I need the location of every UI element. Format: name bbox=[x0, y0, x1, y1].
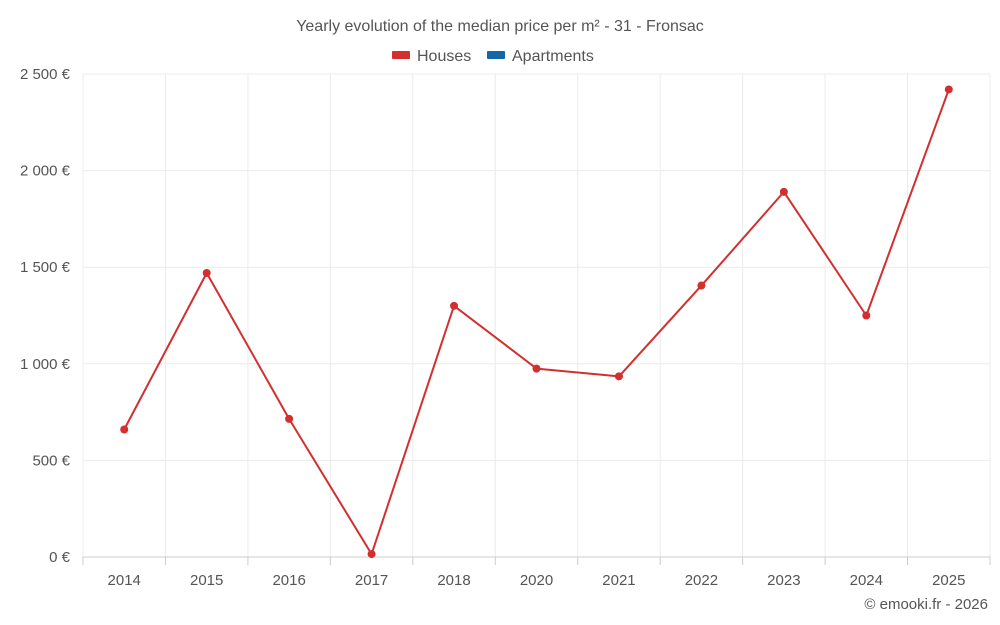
data-point-houses[interactable] bbox=[450, 301, 459, 310]
y-tick-label: 2 500 € bbox=[20, 66, 71, 83]
legend-item-apartments[interactable]: Apartments bbox=[487, 48, 594, 65]
data-point-houses[interactable] bbox=[367, 550, 376, 559]
data-point-houses[interactable] bbox=[697, 281, 706, 290]
x-tick-label: 2024 bbox=[850, 572, 883, 589]
legend-swatch-houses bbox=[392, 51, 410, 59]
data-point-houses[interactable] bbox=[532, 364, 541, 373]
data-point-houses[interactable] bbox=[944, 85, 953, 94]
credit-text: © emooki.fr - 2026 bbox=[864, 596, 988, 613]
data-point-houses[interactable] bbox=[120, 425, 129, 434]
y-tick-label: 500 € bbox=[32, 452, 70, 469]
x-tick-label: 2015 bbox=[190, 572, 223, 589]
y-tick-label: 1 000 € bbox=[20, 356, 71, 373]
data-point-houses[interactable] bbox=[202, 268, 211, 277]
x-tick-label: 2017 bbox=[355, 572, 388, 589]
y-tick-label: 0 € bbox=[49, 549, 71, 566]
data-point-houses[interactable] bbox=[285, 414, 294, 423]
x-tick-label: 2018 bbox=[437, 572, 470, 589]
y-tick-label: 1 500 € bbox=[20, 259, 71, 276]
data-point-houses[interactable] bbox=[862, 311, 871, 320]
axes: 0 € 500 € 1 000 € 1 500 € 2 000 € 2 500 € 2014… bbox=[20, 66, 991, 589]
x-tick-label: 2020 bbox=[520, 572, 553, 589]
legend-label-houses: Houses bbox=[417, 48, 471, 65]
legend-item-houses[interactable]: Houses bbox=[392, 48, 471, 65]
x-tick-label: 2014 bbox=[108, 572, 141, 589]
x-tick-label: 2023 bbox=[767, 572, 800, 589]
x-tick-label: 2016 bbox=[272, 572, 305, 589]
legend-label-apartments: Apartments bbox=[512, 48, 594, 65]
legend-swatch-apartments bbox=[487, 51, 505, 59]
series-layer bbox=[120, 85, 953, 559]
chart-title: Yearly evolution of the median price per… bbox=[296, 18, 704, 35]
x-tick-label: 2022 bbox=[685, 572, 718, 589]
data-point-houses[interactable] bbox=[614, 372, 623, 381]
x-tick-label: 2021 bbox=[602, 572, 635, 589]
legend: Houses Apartments bbox=[392, 48, 594, 65]
x-tick-label: 2025 bbox=[932, 572, 965, 589]
y-tick-label: 2 000 € bbox=[20, 163, 71, 180]
data-point-houses[interactable] bbox=[779, 187, 788, 196]
grid bbox=[82, 73, 991, 557]
